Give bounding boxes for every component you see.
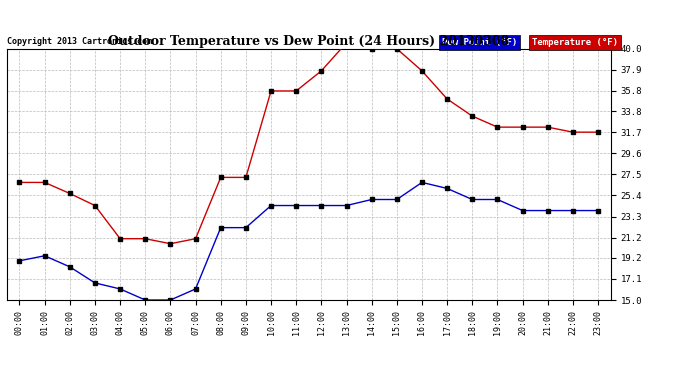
Text: Temperature (°F): Temperature (°F) — [532, 38, 618, 47]
Text: Dew Point (°F): Dew Point (°F) — [442, 38, 517, 47]
Text: Copyright 2013 Cartronics.com: Copyright 2013 Cartronics.com — [7, 37, 152, 46]
Title: Outdoor Temperature vs Dew Point (24 Hours) 20130308: Outdoor Temperature vs Dew Point (24 Hou… — [108, 34, 509, 48]
